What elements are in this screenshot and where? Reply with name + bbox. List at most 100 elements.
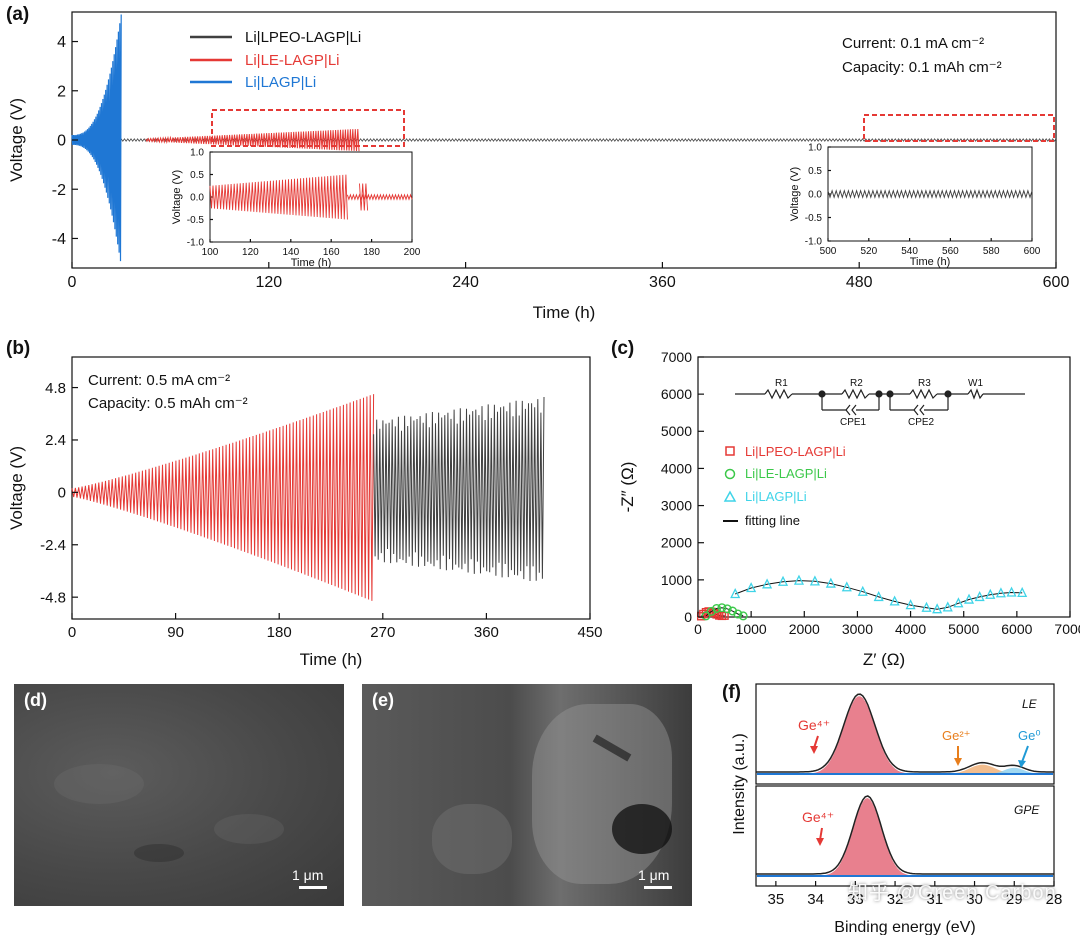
- inset-frame: [209, 151, 413, 243]
- sem-texture: [432, 804, 512, 874]
- inset-ylabel: Voltage (V): [171, 170, 183, 224]
- x-tick-label: 4000: [895, 621, 926, 637]
- chart-a-capacity: Capacity: 0.1 mAh cm⁻²: [842, 59, 1002, 76]
- chart-c-axes: 0 1000 2000 3000 4000 5000 6000 7000 0 1000 2000 30…: [661, 349, 1080, 637]
- scale-bar-label-d: 1 μm: [292, 867, 324, 883]
- y-tick-label: -4.8: [40, 589, 66, 606]
- data-point-triangle: [809, 575, 820, 586]
- y-tick-label: -0.5: [805, 213, 823, 224]
- zoom-box-1: [211, 109, 405, 147]
- y-tick-label: 2000: [661, 535, 692, 551]
- x-tick-label: 360: [649, 274, 676, 291]
- x-tick-label: 500: [820, 246, 837, 257]
- y-tick-label: 4000: [661, 460, 692, 476]
- x-tick-label: 0: [694, 621, 702, 637]
- chart-f-tag-le: LE: [1022, 697, 1038, 711]
- zoom-box-2: [863, 114, 1055, 142]
- y-tick-label: 0.5: [190, 170, 204, 181]
- panel-label-b: (b): [6, 338, 31, 359]
- y-tick-label: 0.5: [808, 166, 822, 177]
- data-point-circle: [717, 603, 727, 613]
- x-tick-label: 3000: [842, 621, 873, 637]
- data-point-triangle: [889, 595, 900, 606]
- equivalent-circuit: [735, 388, 1025, 416]
- x-tick-label: 270: [370, 624, 395, 641]
- y-tick-label: 0: [58, 485, 66, 502]
- y-tick-label: 2.4: [45, 432, 66, 449]
- x-tick-label: 200: [404, 247, 421, 258]
- y-tick-label: 4.8: [45, 380, 66, 397]
- x-tick-label: 240: [452, 274, 479, 291]
- data-point-triangle: [921, 601, 932, 612]
- panel-label-c: (c): [611, 338, 635, 359]
- y-tick-label: 4: [57, 34, 66, 51]
- chart-a-current: Current: 0.1 mA cm⁻²: [842, 35, 984, 52]
- legend-marker-triangle: [723, 490, 737, 502]
- legend-label-lagp: Li|LAGP|Li: [245, 74, 316, 91]
- x-tick-label: 5000: [948, 621, 979, 637]
- inset-line-le: [209, 174, 348, 220]
- legend-c-lagp: Li|LAGP|Li: [745, 489, 807, 504]
- series-line-gpe: [71, 138, 1057, 142]
- panel-label-f: (f): [722, 682, 741, 703]
- data-point-triangle: [942, 601, 953, 612]
- x-tick-label: 28: [1046, 891, 1063, 908]
- chart-a-inset-2: 500 520 540 560 580 600 -1.0 -0.5 0.0 0.5 1.0 Time …: [789, 143, 1041, 269]
- chart-f-top-frame: [755, 683, 1055, 785]
- series-line-le: [71, 394, 375, 601]
- data-point-triangle: [1006, 586, 1017, 597]
- x-tick-label: 180: [363, 247, 380, 258]
- x-tick-label: 540: [901, 246, 918, 257]
- inset-frame: [827, 146, 1033, 242]
- chart-c: 0 1000 2000 3000 4000 5000 6000 7000 0 1000 2000 30…: [618, 349, 1080, 669]
- y-tick-label: -2.4: [40, 537, 66, 554]
- data-point-triangle: [746, 582, 757, 593]
- legend-c-gpe: Li|LPEO-LAGP|Li: [745, 444, 846, 459]
- chart-a-xlabel: Time (h): [533, 303, 596, 322]
- circuit-r1: R1: [775, 378, 788, 389]
- x-tick-label: 6000: [1001, 621, 1032, 637]
- y-tick-label: 2: [57, 83, 66, 100]
- chart-f-label-ge4-le: Ge⁴⁺: [798, 717, 830, 733]
- panel-label-a: (a): [6, 4, 30, 25]
- data-point-triangle: [953, 597, 964, 608]
- x-tick-label: 30: [966, 891, 983, 908]
- chart-b-frame: [71, 356, 591, 620]
- sem-texture: [214, 814, 284, 844]
- sem-texture: [54, 764, 144, 804]
- y-tick-label: -1.0: [187, 238, 205, 249]
- x-tick-label: 0: [68, 274, 77, 291]
- y-tick-label: 5000: [661, 423, 692, 439]
- chart-c-frame: [697, 356, 1071, 618]
- x-tick-label: 450: [577, 624, 602, 641]
- legend-label-gpe: Li|LPEO-LAGP|Li: [245, 29, 361, 46]
- x-tick-label: 140: [282, 247, 299, 258]
- circuit-r3: R3: [918, 378, 931, 389]
- circuit-cpe2: CPE2: [908, 417, 935, 428]
- data-point-triangle: [963, 593, 975, 604]
- data-point-triangle: [857, 585, 868, 596]
- y-tick-label: -1.0: [805, 237, 823, 248]
- x-tick-label: 600: [1024, 246, 1041, 257]
- chart-c-ylabel: -Z″ (Ω): [618, 462, 637, 513]
- chart-a-series: [71, 14, 1057, 262]
- y-tick-label: -2: [52, 182, 66, 199]
- chart-a-inset-1: 100 120 140 160 180 200 -1.0 -0.5 0.0 0.5 1.0 Time …: [171, 148, 421, 270]
- scale-bar-e: [644, 886, 672, 889]
- x-tick-label: 29: [1006, 891, 1023, 908]
- data-point-triangle: [841, 581, 852, 592]
- inset-line-le-tail: [346, 193, 413, 201]
- x-tick-label: 480: [846, 274, 873, 291]
- data-point-triangle: [995, 587, 1006, 598]
- chart-f: 35 34 33 32 31 30 29 28 LE GPE Ge⁴⁺ Ge²⁺ Ge⁰ Ge…: [731, 683, 1063, 935]
- chart-a-ylabel: Voltage (V): [7, 98, 26, 182]
- inset-line-le-spike: [359, 183, 369, 211]
- data-point-circle: [701, 611, 711, 621]
- x-tick-label: 34: [807, 891, 824, 908]
- envelope-line: [756, 795, 1054, 875]
- y-tick-label: 1.0: [808, 143, 822, 154]
- chart-f-label-ge0: Ge⁰: [1018, 728, 1041, 743]
- panel-label-e: (e): [372, 690, 394, 710]
- chart-b-ylabel: Voltage (V): [7, 446, 26, 530]
- chart-f-tag-gpe: GPE: [1014, 803, 1040, 817]
